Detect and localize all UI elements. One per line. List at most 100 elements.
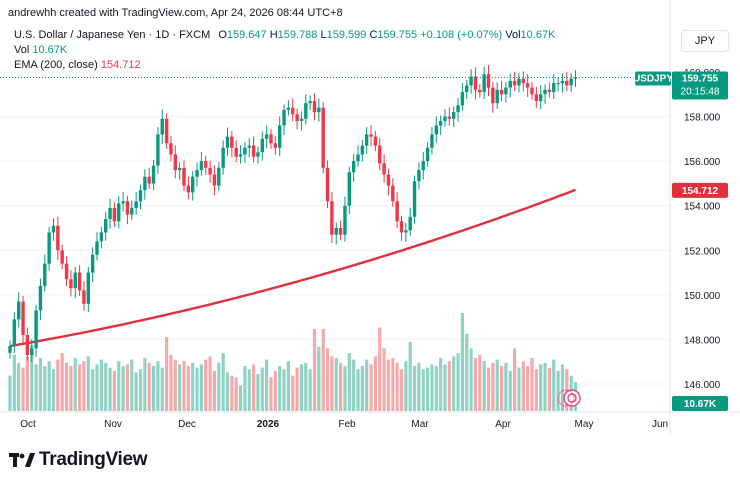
volume-bar — [469, 348, 473, 411]
volume-bar — [321, 329, 325, 411]
volume-bar — [382, 348, 386, 411]
tradingview-logo: TradingView — [9, 449, 148, 471]
candle — [478, 84, 482, 98]
candle — [504, 82, 508, 103]
volume-bar — [391, 357, 395, 411]
candle — [473, 67, 478, 100]
volume-bar — [156, 361, 160, 411]
volume-bar — [91, 369, 95, 411]
candle — [378, 138, 382, 171]
candle — [351, 153, 356, 182]
candle — [443, 109, 447, 127]
candle — [38, 278, 43, 321]
volume-bar — [230, 375, 234, 411]
volume-value-badge: 10.67K — [672, 396, 728, 411]
volume-bar — [243, 366, 247, 411]
volume-bar — [112, 370, 116, 411]
candle — [30, 339, 34, 362]
volume-bar — [412, 366, 417, 411]
y-tick-label: 156.000 — [684, 157, 721, 168]
legend-row-ema[interactable]: EMA (200, close) 154.712 — [14, 59, 141, 71]
volume-bar — [151, 366, 156, 411]
candle — [452, 106, 456, 128]
candle — [173, 145, 177, 179]
volume-bar — [78, 364, 82, 411]
volume-bar — [521, 361, 525, 411]
volume-bars — [8, 313, 578, 411]
volume-bar — [117, 361, 121, 411]
volume-bar — [491, 362, 495, 411]
volume-bar — [217, 362, 221, 411]
candle — [108, 198, 112, 229]
candle — [373, 131, 378, 152]
candle — [256, 146, 260, 164]
volume-bar — [8, 375, 12, 411]
candle — [412, 175, 417, 224]
sessions-marker[interactable] — [557, 389, 581, 407]
legend-row-volume[interactable]: Vol 10.67K — [14, 44, 67, 56]
candle — [160, 109, 164, 144]
volume-bar — [30, 345, 34, 411]
candle — [556, 77, 560, 92]
volume-bar — [430, 364, 434, 411]
candle — [299, 111, 304, 131]
volume-bar — [43, 366, 47, 411]
volume-bar — [125, 364, 130, 411]
candle — [217, 162, 221, 192]
volume-bar — [360, 366, 364, 411]
candle — [130, 200, 134, 221]
candle — [64, 256, 69, 287]
candle — [273, 135, 278, 155]
y-tick-label: 152.000 — [684, 246, 721, 257]
svg-text:20:15:48: 20:15:48 — [681, 86, 720, 97]
volume-bar — [460, 313, 464, 411]
volume-bar — [526, 366, 530, 411]
candle — [395, 192, 399, 229]
price-axis[interactable]: 146.000 148.000 150.000 152.000 154.000 156.0… — [684, 68, 721, 391]
candle — [204, 155, 208, 175]
candle — [321, 102, 325, 174]
candle — [86, 267, 90, 313]
svg-text:USDJPY: USDJPY — [633, 73, 673, 84]
candle — [90, 247, 95, 283]
candle — [421, 152, 425, 180]
volume-bar — [238, 385, 243, 411]
candle — [447, 107, 452, 126]
volume-bar — [273, 370, 277, 411]
volume-bar — [221, 353, 225, 411]
x-tick-label: Feb — [338, 419, 356, 430]
candle — [104, 211, 108, 241]
tradingview-logo-icon — [9, 452, 35, 467]
legend-row-main: U.S. Dollar / Japanese Yen · 1D · FXCM O… — [14, 29, 555, 41]
candle — [482, 66, 486, 99]
svg-text:10.67K: 10.67K — [684, 399, 717, 410]
volume-bar — [373, 356, 377, 411]
candle — [95, 232, 99, 261]
volume-bar — [265, 359, 269, 411]
currency-button[interactable]: JPY — [681, 30, 729, 52]
candle — [334, 222, 338, 245]
volume-bar — [278, 366, 282, 411]
candle — [360, 139, 365, 162]
volume-bar — [369, 364, 373, 411]
svg-text:154.712: 154.712 — [682, 186, 719, 197]
volume-bar — [439, 357, 443, 411]
candle — [60, 244, 64, 270]
volume-bar — [247, 369, 251, 411]
volume-bar — [56, 359, 60, 411]
candle — [417, 162, 421, 190]
volume-bar — [130, 359, 134, 411]
legend-vol-label: Vol — [505, 29, 521, 41]
instrument-name[interactable]: U.S. Dollar / Japanese Yen · 1D · FXCM — [14, 29, 211, 41]
volume-bar — [352, 359, 356, 411]
candle — [169, 135, 173, 162]
volume-bar — [543, 362, 547, 411]
volume-bar — [556, 370, 560, 411]
candle — [260, 131, 264, 161]
time-axis[interactable]: Oct Nov Dec 2026 Feb Mar Apr May Jun — [20, 419, 668, 430]
last-price-badge: USDJPY 159.755 20:15:48 — [633, 71, 728, 100]
x-tick-label: Apr — [495, 419, 511, 430]
candle — [34, 304, 38, 357]
